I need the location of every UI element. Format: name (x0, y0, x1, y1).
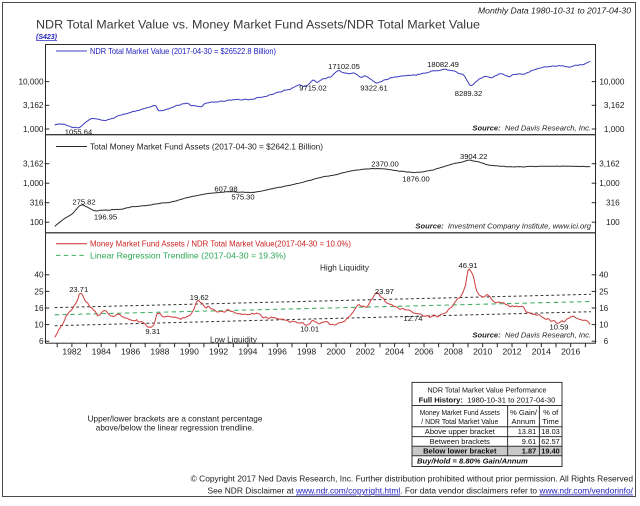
svg-text:2004: 2004 (385, 347, 404, 357)
svg-text:above/below the linear regress: above/below the linear regression trendl… (96, 424, 254, 433)
svg-text:8289.32: 8289.32 (455, 89, 482, 98)
svg-text:3,162: 3,162 (599, 160, 620, 169)
svg-text:1998: 1998 (297, 347, 316, 357)
svg-text:2000: 2000 (326, 347, 345, 357)
svg-text:3,162: 3,162 (23, 160, 44, 169)
svg-text:Between brackets: Between brackets (430, 437, 491, 446)
svg-text:100: 100 (606, 218, 620, 227)
svg-text:6: 6 (604, 337, 609, 346)
svg-text:12.74: 12.74 (403, 314, 422, 323)
svg-text:Source: Investment Company In: Source: Investment Company Institute, ww… (415, 222, 591, 231)
svg-text:3904.22: 3904.22 (460, 152, 487, 161)
svg-text:10.59: 10.59 (549, 323, 568, 332)
svg-text:100: 100 (30, 218, 44, 227)
svg-text:10.01: 10.01 (300, 324, 319, 333)
svg-text:2010: 2010 (473, 347, 492, 357)
svg-text:1,000: 1,000 (23, 125, 44, 134)
svg-text:Linear Regression Trendline (2: Linear Regression Trendline (2017-04-30 … (90, 251, 286, 260)
svg-text:40: 40 (599, 271, 609, 280)
svg-text:2014: 2014 (532, 347, 551, 357)
svg-text:2008: 2008 (444, 347, 463, 357)
svg-text:9322.61: 9322.61 (360, 83, 387, 92)
svg-text:316: 316 (30, 199, 44, 208)
svg-text:2370.00: 2370.00 (371, 159, 398, 168)
svg-text:316: 316 (606, 199, 620, 208)
svg-text:2016: 2016 (561, 347, 580, 357)
svg-text:NDR Total Market Value Perform: NDR Total Market Value Performance (428, 385, 547, 394)
svg-text:1992: 1992 (209, 347, 228, 357)
svg-text:62.57: 62.57 (541, 437, 560, 446)
svg-text:9715.02: 9715.02 (299, 83, 326, 92)
svg-text:Source: Ned Davis Research, I: Source: Ned Davis Research, Inc. (472, 124, 591, 133)
svg-text:2006: 2006 (414, 347, 433, 357)
svg-text:10,000: 10,000 (18, 78, 43, 87)
svg-text:Low Liquidity: Low Liquidity (210, 335, 258, 345)
svg-text:3,162: 3,162 (23, 101, 44, 110)
svg-text:NDR Total Market Value vs. Mon: NDR Total Market Value vs. Money Market … (36, 18, 480, 32)
svg-text:Below lower bracket: Below lower bracket (423, 446, 497, 455)
svg-text:2002: 2002 (356, 347, 375, 357)
svg-text:575.30: 575.30 (231, 193, 254, 202)
svg-text:(S423): (S423) (36, 34, 58, 41)
svg-text:Total Money Market Fund Assets: Total Money Market Fund Assets (2017-04-… (90, 143, 323, 152)
svg-text:1055.64: 1055.64 (65, 127, 92, 136)
svg-text:25: 25 (34, 287, 44, 296)
svg-text:1988: 1988 (150, 347, 169, 357)
svg-text:1996: 1996 (268, 347, 287, 357)
svg-text:9.61: 9.61 (522, 437, 536, 446)
svg-text:275.82: 275.82 (72, 197, 95, 206)
svg-text:1982: 1982 (62, 347, 81, 357)
svg-text:2012: 2012 (502, 347, 521, 357)
svg-text:17102.05: 17102.05 (328, 62, 360, 71)
svg-text:1876.00: 1876.00 (402, 174, 429, 183)
svg-text:NDR Total Market Value (2017-0: NDR Total Market Value (2017-04-30 = $26… (90, 47, 276, 56)
svg-text:Time: Time (542, 417, 559, 426)
svg-text:196.95: 196.95 (94, 213, 117, 222)
svg-text:1986: 1986 (121, 347, 140, 357)
svg-text:Money Market Fund Assets: Money Market Fund Assets (420, 408, 500, 417)
svg-text:Source: Ned Davis Research, I: Source: Ned Davis Research, Inc. (472, 330, 591, 339)
svg-text:High Liquidity: High Liquidity (320, 262, 370, 272)
svg-text:40: 40 (34, 271, 44, 280)
svg-text:1,000: 1,000 (599, 179, 620, 188)
svg-text:16: 16 (34, 304, 44, 313)
svg-text:10: 10 (599, 321, 609, 330)
svg-text:607.98: 607.98 (214, 184, 237, 193)
svg-text:6: 6 (39, 337, 44, 346)
svg-text:1.87: 1.87 (522, 446, 536, 455)
svg-text:3,162: 3,162 (604, 101, 625, 110)
svg-text:13.81: 13.81 (518, 427, 537, 436)
svg-text:16: 16 (599, 304, 609, 313)
svg-text:10,000: 10,000 (599, 78, 624, 87)
svg-text:/ NDR Total Market Value: / NDR Total Market Value (421, 417, 498, 426)
svg-text:% of: % of (543, 408, 559, 417)
svg-text:18.03: 18.03 (541, 427, 560, 436)
svg-text:19.62: 19.62 (190, 293, 209, 302)
svg-text:% Gain/: % Gain/ (510, 408, 538, 417)
svg-text:1994: 1994 (238, 347, 257, 357)
svg-text:Above upper bracket: Above upper bracket (425, 427, 496, 436)
svg-text:1984: 1984 (92, 347, 111, 357)
svg-text:19.40: 19.40 (541, 446, 560, 455)
svg-text:Monthly Data 1980-10-31 to 201: Monthly Data 1980-10-31 to 2017-04-30 (478, 7, 631, 16)
svg-text:1,000: 1,000 (23, 179, 44, 188)
svg-text:Annum: Annum (511, 417, 535, 426)
svg-text:1990: 1990 (180, 347, 199, 357)
svg-text:9.31: 9.31 (145, 327, 160, 336)
svg-text:10: 10 (34, 321, 44, 330)
svg-text:1,000: 1,000 (604, 125, 625, 134)
svg-text:46.91: 46.91 (458, 261, 477, 270)
svg-text:Upper/lower brackets are a con: Upper/lower brackets are a constant perc… (88, 415, 263, 424)
svg-text:25: 25 (599, 287, 609, 296)
svg-text:See NDR Disclaimer at www.ndr.: See NDR Disclaimer at www.ndr.com/copyri… (208, 486, 634, 496)
svg-text:Full History: 1980-10-31 to 2: Full History: 1980-10-31 to 2017-04-30 (419, 395, 556, 404)
svg-text:18082.49: 18082.49 (427, 60, 459, 69)
svg-text:© Copyright 2017 Ned Davis Res: © Copyright 2017 Ned Davis Research, Inc… (191, 474, 634, 484)
svg-text:23.97: 23.97 (375, 287, 394, 296)
svg-text:Money Market Fund Assets / NDR: Money Market Fund Assets / NDR Total Mar… (90, 240, 351, 249)
svg-text:Buy/Hold = 8.80% Gain/Annum: Buy/Hold = 8.80% Gain/Annum (417, 457, 528, 466)
svg-text:23.71: 23.71 (69, 285, 88, 294)
